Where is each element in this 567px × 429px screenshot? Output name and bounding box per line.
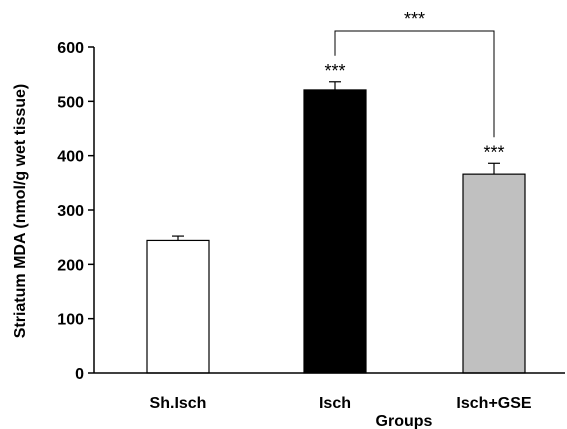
bar-sh-isch	[146, 239, 210, 374]
y-tick-label: 600	[57, 40, 84, 57]
error-bar	[172, 235, 184, 241]
significance-label: ***	[483, 142, 504, 162]
error-bar	[488, 162, 500, 175]
bars	[146, 89, 526, 374]
y-tick-label: 200	[57, 257, 84, 274]
category-label: Sh.Isch	[150, 395, 207, 412]
y-tick-label: 500	[57, 94, 84, 111]
significance-annotations: *** ***	[324, 61, 504, 163]
significance-label: ***	[324, 61, 345, 81]
bar-isch-gse	[462, 173, 526, 374]
y-tick-label: 0	[75, 366, 84, 383]
error-bars	[172, 81, 500, 241]
y-tick-labels: 0 100 200 300 400 500 600	[57, 40, 84, 383]
y-axis-title: Striatum MDA (nmol/g wet tissue)	[12, 84, 29, 339]
y-tick-label: 100	[57, 312, 84, 329]
y-tick-marks	[88, 46, 94, 374]
bracket-label: ***	[404, 9, 425, 29]
y-tick-label: 400	[57, 149, 84, 166]
significance-bracket: ***	[334, 9, 495, 138]
bracket-line	[334, 30, 495, 138]
bar-isch	[303, 89, 367, 374]
category-label: Isch+GSE	[456, 395, 531, 412]
category-label: Isch	[319, 395, 351, 412]
x-axis-title: Groups	[376, 413, 433, 429]
category-labels: Sh.Isch Isch Isch+GSE	[150, 395, 532, 412]
error-bar	[329, 81, 341, 90]
y-tick-label: 300	[57, 203, 84, 220]
